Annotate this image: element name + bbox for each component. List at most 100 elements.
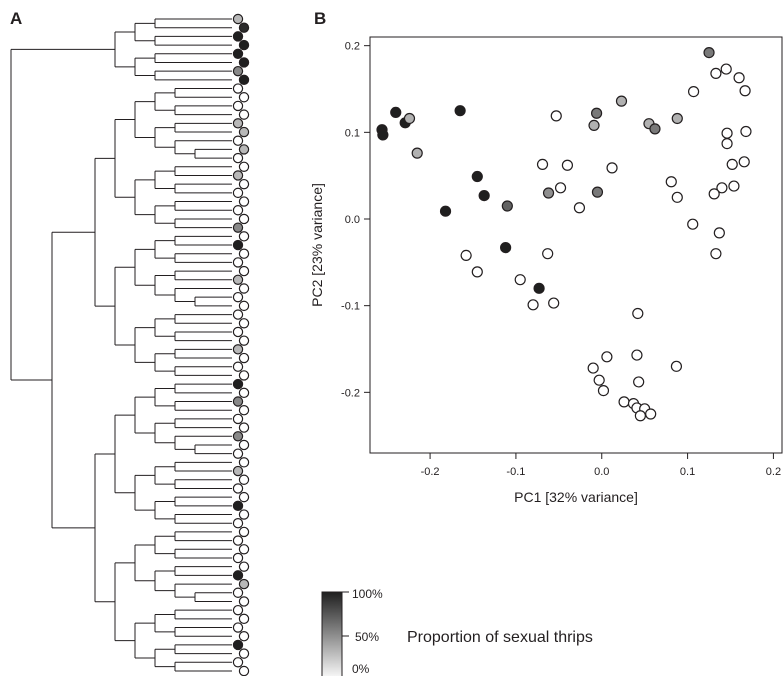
tree-leaf-circle <box>238 526 250 538</box>
tree-leaf-circle <box>238 265 250 277</box>
scatter-point <box>713 227 725 239</box>
tree-leaf-circle <box>232 118 244 129</box>
tree-leaf-circle <box>232 622 244 633</box>
tree-leaf-circle <box>238 561 250 572</box>
y-tick-label: 0.1 <box>345 127 360 139</box>
y-tick-label: 0.2 <box>345 41 360 53</box>
scatter-point <box>687 218 699 230</box>
tree-leaf-circle <box>232 570 244 581</box>
tree-leaf-circle <box>238 631 250 642</box>
tree-leaf-circle <box>232 552 244 564</box>
scatter-point <box>561 159 574 171</box>
color-gradient-bar <box>321 591 343 676</box>
tree-leaf-circle <box>238 596 250 607</box>
tree-leaf-circle <box>238 248 250 259</box>
scatter-point <box>478 190 490 202</box>
scatter-point <box>728 180 740 192</box>
scatter-point <box>542 248 554 260</box>
tree-leaf-circle <box>238 439 250 451</box>
tree-leaf-circle <box>232 205 244 216</box>
scatter-point <box>618 396 630 408</box>
tree-leaf-circle <box>238 578 250 590</box>
x-axis-title: PC1 [32% variance] <box>514 489 638 505</box>
tree-leaf-circle <box>232 170 244 181</box>
tree-leaf-circle <box>238 352 250 364</box>
tree-leaf-circle <box>232 657 244 668</box>
tree-leaf-circle <box>238 144 250 155</box>
legend-label-50: 50% <box>355 630 379 644</box>
scatter-point <box>471 266 483 278</box>
tree-leaf-circle <box>232 361 244 372</box>
tree-leaf-circle <box>238 387 250 399</box>
tree-leaf-circle <box>238 613 250 625</box>
scatter-point <box>542 187 555 199</box>
x-tick-label: 0.0 <box>594 466 609 478</box>
panel-a-label: A <box>10 9 22 28</box>
tree-leaf-circle <box>238 196 250 207</box>
tree-leaf-circle <box>232 344 244 355</box>
scatter-point <box>632 307 644 320</box>
scatter-point <box>403 112 416 125</box>
scatter-point <box>739 85 751 97</box>
scatter-point <box>573 202 586 214</box>
x-tick-label: 0.1 <box>680 466 695 478</box>
tree-leaf-circle <box>238 474 250 485</box>
tree-leaf-circle <box>232 378 244 390</box>
tree-leaf-circle <box>238 335 250 346</box>
tree-leaf-circle <box>232 431 244 442</box>
tree-leaf-circle <box>238 509 250 520</box>
tree-leaf-circle <box>232 587 244 598</box>
scatter-point <box>548 297 560 309</box>
scatter-point <box>740 125 752 138</box>
scatter-point <box>670 360 683 372</box>
dendrogram <box>10 13 250 676</box>
tree-leaf-circle <box>238 422 250 433</box>
scatter-point <box>597 385 610 397</box>
tree-leaf-circle <box>238 457 250 468</box>
scatter-point <box>471 170 483 183</box>
x-tick-label: -0.2 <box>421 466 440 478</box>
scatter-point <box>708 188 720 200</box>
tree-leaf-circle <box>232 31 244 42</box>
scatter-point <box>606 162 618 174</box>
x-tick-label: -0.1 <box>506 466 525 478</box>
scatter-point <box>645 408 657 420</box>
scatter-point <box>631 349 643 361</box>
tree-leaf-circle <box>232 500 244 512</box>
tree-leaf-circle <box>238 318 250 329</box>
tree-leaf-circle <box>232 448 244 459</box>
scatter-point <box>720 63 732 75</box>
tree-leaf-circle <box>232 222 244 233</box>
tree-leaf-circle <box>232 535 244 546</box>
tree-leaf-circle <box>232 239 244 251</box>
tree-leaf-circle <box>232 13 244 25</box>
scatter-point <box>536 158 549 170</box>
tree-leaf-circle <box>232 65 244 77</box>
tree-leaf-circle <box>238 370 250 381</box>
tree-leaf-circle <box>232 83 244 94</box>
tree-leaf-circle <box>232 413 244 425</box>
tree-leaf-circle <box>238 57 250 68</box>
scatter-point <box>703 46 715 59</box>
scatter-point <box>587 362 599 374</box>
y-tick-label: -0.2 <box>341 387 360 399</box>
legend-caption: Proportion of sexual thrips <box>407 629 593 646</box>
tree-leaf-circle <box>232 100 244 112</box>
scatter-point <box>411 147 423 159</box>
scatter-point <box>710 67 722 80</box>
tree-leaf-circle <box>232 187 244 199</box>
tree-leaf-circle <box>238 39 250 51</box>
scatter-point <box>733 72 745 84</box>
tree-leaf-circle <box>238 161 250 172</box>
y-tick-label: 0.0 <box>345 214 360 226</box>
tree-leaf-circle <box>238 109 250 120</box>
scatter-point <box>550 110 562 122</box>
scatter-point <box>671 191 683 203</box>
tree-leaf-circle <box>238 231 250 242</box>
scatter-point <box>527 299 539 311</box>
tree-leaf-circle <box>238 92 250 103</box>
scatter-point <box>601 351 613 363</box>
scatter-point <box>454 105 466 117</box>
scatter-point <box>501 200 513 212</box>
